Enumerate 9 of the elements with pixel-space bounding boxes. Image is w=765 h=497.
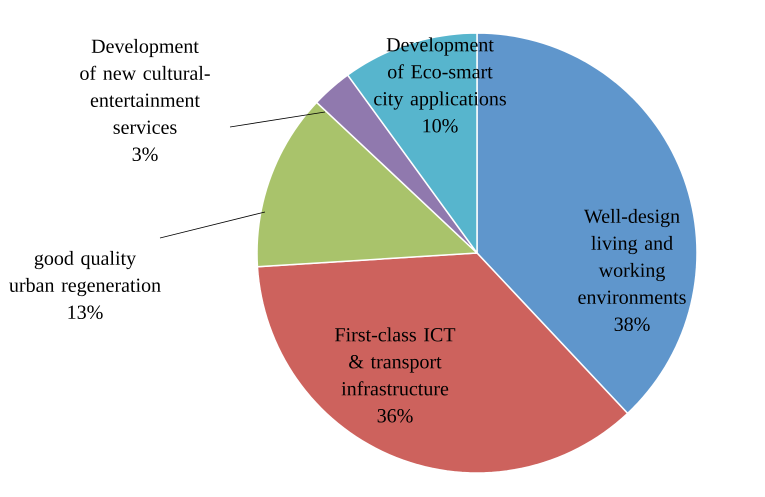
data-label: 36% xyxy=(378,409,413,423)
slice-label: Well-design living and working environments xyxy=(578,208,686,304)
data-label: 13% xyxy=(68,306,103,320)
slice-label: Development of new cultural-entertainment services xyxy=(80,38,210,134)
slice-label: good quality urban regeneration xyxy=(9,250,161,296)
data-label: 38% xyxy=(614,318,650,332)
data-label: 3% xyxy=(132,148,158,162)
data-label: 10% xyxy=(423,119,458,133)
slice-label: First-class ICT & transport infrastructure xyxy=(335,327,456,396)
